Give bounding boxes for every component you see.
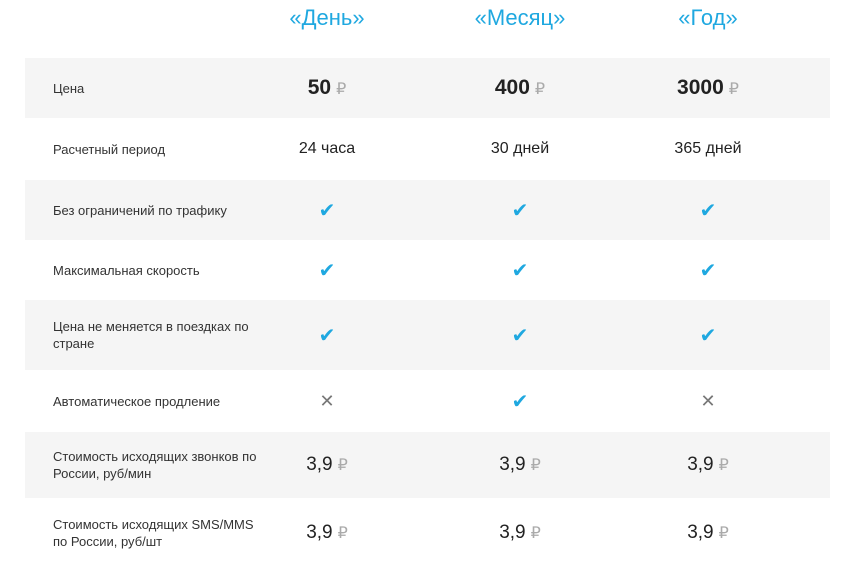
- value-text: 3,9: [687, 454, 714, 475]
- price-value: 3000 ₽: [618, 76, 798, 100]
- plan-header-month: «Месяц»: [474, 5, 566, 30]
- row-label: Стоимость исходящих звонков по России, р…: [53, 449, 257, 481]
- check-icon: ✔: [318, 324, 336, 347]
- table-row: Цена не меняется в поездках по стране ✔ ✔ ✔: [25, 300, 830, 370]
- check-icon: ✔: [699, 259, 717, 282]
- table-row: Стоимость исходящих звонков по России, р…: [25, 432, 830, 498]
- rate-value: 3,9 ₽: [237, 454, 417, 476]
- price-value: 50 ₽: [237, 76, 417, 100]
- value-text: 3,9: [687, 522, 714, 543]
- table-row: Цена 50 ₽400 ₽3000 ₽: [25, 58, 830, 118]
- value-text: 365 дней: [674, 140, 742, 157]
- row-label: Расчетный период: [53, 141, 166, 157]
- ruble-sign: ₽: [336, 81, 347, 98]
- check-icon: ✔: [511, 259, 529, 282]
- value-text: 3,9: [306, 522, 333, 543]
- value-text: 3,9: [306, 454, 333, 475]
- rate-value: 3,9 ₽: [618, 522, 798, 544]
- plan-header-day: «День»: [289, 5, 365, 30]
- check-icon: ✔: [511, 324, 529, 347]
- text-value: 30 дней: [430, 140, 610, 158]
- value-text: 50: [307, 76, 332, 99]
- table-row: Расчетный период 24 часа 30 дней 365 дней: [25, 118, 830, 180]
- text-value: 24 часа: [237, 140, 417, 158]
- ruble-sign: ₽: [337, 525, 348, 542]
- row-label: Без ограничений по трафику: [53, 202, 227, 218]
- price-value: 400 ₽: [430, 76, 610, 100]
- check-icon: ✔: [699, 199, 717, 222]
- row-label: Стоимость исходящих SMS/MMS по России, р…: [53, 517, 254, 549]
- check-icon: ✔: [318, 199, 336, 222]
- value-text: 24 часа: [298, 140, 356, 157]
- rate-value: 3,9 ₽: [237, 522, 417, 544]
- ruble-sign: ₽: [530, 457, 541, 474]
- check-icon: ✔: [511, 390, 529, 413]
- cross-icon: ✕: [700, 390, 716, 411]
- check-icon: ✔: [511, 199, 529, 222]
- row-label: Максимальная скорость: [53, 262, 200, 278]
- plan-header-year: «Год»: [678, 5, 738, 30]
- row-label: Цена не меняется в поездках по стране: [53, 319, 249, 351]
- check-icon: ✔: [699, 324, 717, 347]
- value-text: 3,9: [499, 522, 526, 543]
- check-icon: ✔: [318, 259, 336, 282]
- value-text: 30 дней: [490, 140, 550, 157]
- table-row: Стоимость исходящих SMS/MMS по России, р…: [25, 498, 830, 568]
- row-label: Автоматическое продление: [53, 393, 221, 409]
- value-text: 3,9: [499, 454, 526, 475]
- table-row: Автоматическое продление ✕ ✔ ✕: [25, 370, 830, 432]
- cross-icon: ✕: [319, 390, 335, 411]
- row-label: Цена: [53, 80, 85, 96]
- value-text: 3000: [677, 76, 724, 99]
- ruble-sign: ₽: [728, 81, 739, 98]
- rate-value: 3,9 ₽: [430, 454, 610, 476]
- text-value: 365 дней: [618, 140, 798, 158]
- ruble-sign: ₽: [534, 81, 546, 98]
- ruble-sign: ₽: [718, 457, 729, 474]
- table-row: Без ограничений по трафику ✔ ✔ ✔: [25, 180, 830, 240]
- rate-value: 3,9 ₽: [430, 522, 610, 544]
- value-text: 400: [494, 76, 530, 99]
- rate-value: 3,9 ₽: [618, 454, 798, 476]
- ruble-sign: ₽: [530, 525, 541, 542]
- ruble-sign: ₽: [718, 525, 729, 542]
- ruble-sign: ₽: [337, 457, 348, 474]
- table-row: Максимальная скорость ✔ ✔ ✔: [25, 240, 830, 300]
